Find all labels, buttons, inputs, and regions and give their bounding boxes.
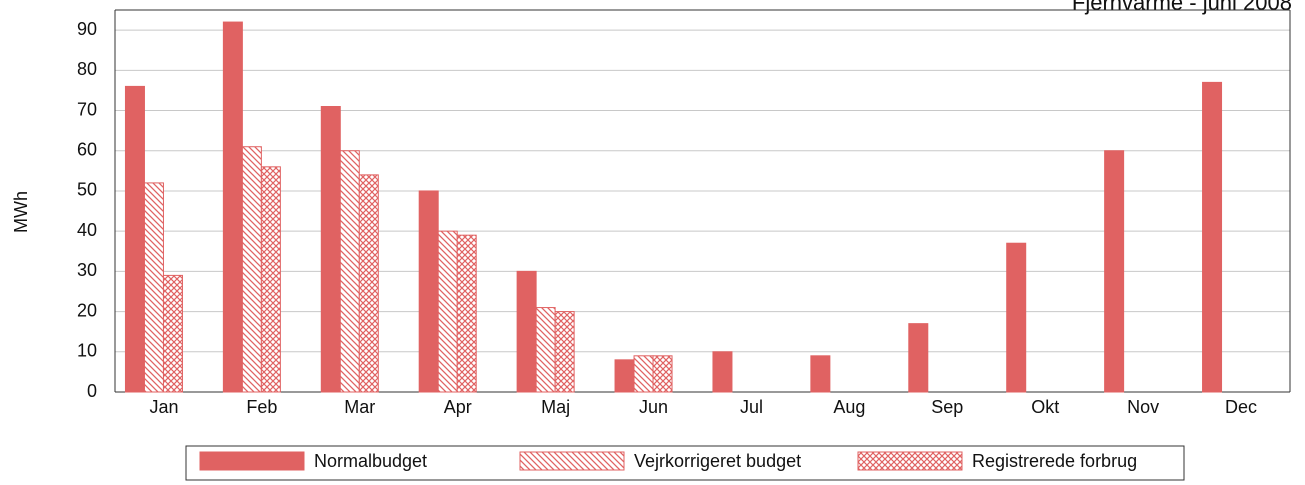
x-tick-label: Feb	[246, 397, 277, 417]
bar	[260, 166, 281, 393]
x-tick-label: Nov	[1127, 397, 1159, 417]
y-axis-label: MWh	[11, 191, 31, 233]
x-tick-label: Dec	[1225, 397, 1257, 417]
legend-swatch	[199, 451, 305, 471]
bar	[908, 323, 929, 393]
bar	[1202, 81, 1223, 393]
bar	[222, 21, 243, 393]
bar	[633, 355, 654, 393]
y-tick-label: 50	[77, 180, 97, 200]
x-tick-label: Jan	[149, 397, 178, 417]
bar	[124, 85, 145, 393]
bar	[339, 150, 360, 393]
bar	[418, 190, 439, 393]
y-tick-label: 0	[87, 381, 97, 401]
y-tick-label: 70	[77, 99, 97, 119]
y-tick-label: 60	[77, 139, 97, 159]
bar	[241, 146, 262, 393]
legend-label: Vejrkorrigeret budget	[634, 451, 801, 471]
x-tick-label: Jul	[740, 397, 763, 417]
chart-title: Fjernvarme - juni 2008	[1072, 0, 1292, 15]
y-tick-label: 40	[77, 220, 97, 240]
y-tick-label: 90	[77, 19, 97, 39]
bar	[516, 270, 537, 393]
x-tick-label: Maj	[541, 397, 570, 417]
bar	[712, 351, 733, 393]
bar	[1006, 242, 1027, 393]
bar	[554, 311, 575, 393]
bar	[437, 230, 458, 393]
bar	[162, 274, 183, 393]
legend-label: Normalbudget	[314, 451, 427, 471]
legend-box	[185, 445, 1185, 481]
x-tick-label: Sep	[931, 397, 963, 417]
y-tick-label: 80	[77, 59, 97, 79]
bar	[535, 307, 556, 393]
x-tick-label: Aug	[833, 397, 865, 417]
bar	[1104, 150, 1125, 393]
x-tick-label: Okt	[1031, 397, 1059, 417]
bar	[456, 234, 477, 393]
bar	[358, 174, 379, 393]
x-tick-label: Mar	[344, 397, 375, 417]
y-tick-label: 30	[77, 260, 97, 280]
bar	[614, 359, 635, 393]
x-tick-label: Apr	[444, 397, 472, 417]
bar	[810, 355, 831, 393]
bar	[652, 355, 673, 393]
bar	[143, 182, 164, 393]
legend-swatch	[857, 451, 963, 471]
legend-swatch	[519, 451, 625, 471]
legend-label: Registrerede forbrug	[972, 451, 1137, 471]
bar	[320, 106, 341, 393]
y-tick-label: 20	[77, 300, 97, 320]
y-tick-label: 10	[77, 341, 97, 361]
x-tick-label: Jun	[639, 397, 668, 417]
